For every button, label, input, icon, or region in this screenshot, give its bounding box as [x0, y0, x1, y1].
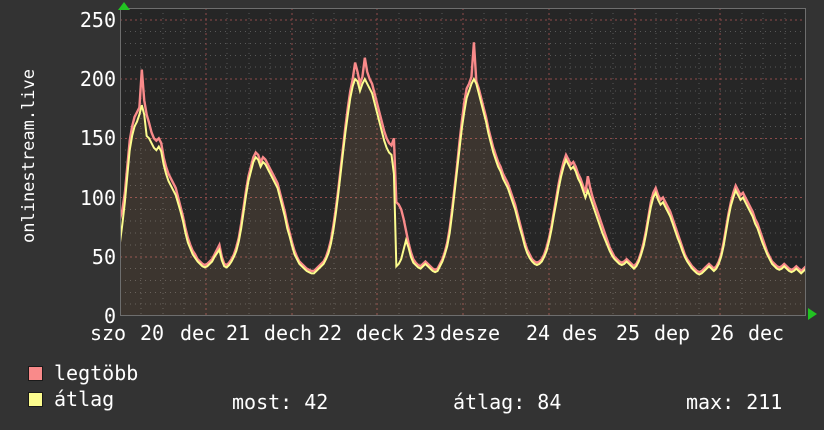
x-tick-label: 26 [709, 321, 735, 345]
x-tick-label: dep [653, 321, 691, 345]
x-tick-label: 21 [225, 321, 251, 345]
stats-row: most: 42 átlag: 84 max: 211 [0, 385, 824, 430]
grid-lines [120, 8, 806, 316]
y-tick-label: 100 [79, 185, 116, 210]
legend: legtöbb átlag [28, 360, 328, 412]
legend-atlag-swatch-icon [28, 391, 43, 407]
y-tick-label: 250 [79, 7, 116, 32]
y-axis-ticks: 250 200 150 100 50 0 [38, 0, 116, 430]
legend-atlag-label: átlag [54, 387, 115, 411]
x-tick-label: 25 [615, 321, 641, 345]
y-tick-label: 0 [103, 304, 116, 328]
x-tick-label: dech [263, 321, 313, 345]
x-tick-label: dec [179, 321, 217, 345]
x-tick-label: 20 [139, 321, 165, 345]
x-tick-label: desze [439, 321, 501, 345]
legend-atlag[interactable]: átlag [28, 386, 328, 412]
stat-most: most: 42 [232, 390, 329, 414]
series-átlag [120, 76, 806, 316]
stat-max: max: 211 [686, 390, 783, 414]
x-axis-ticks: szo 20 dec 21 dech 22 deck 23 desze 24 des 25 dep 26 d… [0, 322, 824, 348]
y-tick-label: 50 [91, 244, 116, 269]
x-tick-label: szo [89, 321, 127, 345]
scroll-right-marker-icon[interactable] [808, 308, 817, 320]
x-tick-label: des [561, 321, 599, 345]
x-tick-label: 23 [411, 321, 437, 345]
stat-average: átlag: 84 [453, 390, 562, 414]
scroll-up-marker-icon[interactable] [118, 2, 130, 10]
x-tick-label: 24 [525, 321, 551, 345]
legend-legtobb-swatch-icon [28, 365, 43, 381]
y-axis-title: onlinestream.live [19, 69, 39, 243]
x-tick-label: dec [747, 321, 785, 345]
x-tick-label: 22 [317, 321, 343, 345]
y-tick-label: 200 [79, 67, 116, 92]
plot-svg [120, 8, 806, 316]
x-tick-label: deck [355, 321, 405, 345]
legend-legtobb[interactable]: legtöbb [28, 360, 328, 386]
legend-legtobb-label: legtöbb [54, 361, 139, 385]
y-tick-label: 150 [79, 126, 116, 151]
plot-area[interactable] [120, 8, 806, 316]
